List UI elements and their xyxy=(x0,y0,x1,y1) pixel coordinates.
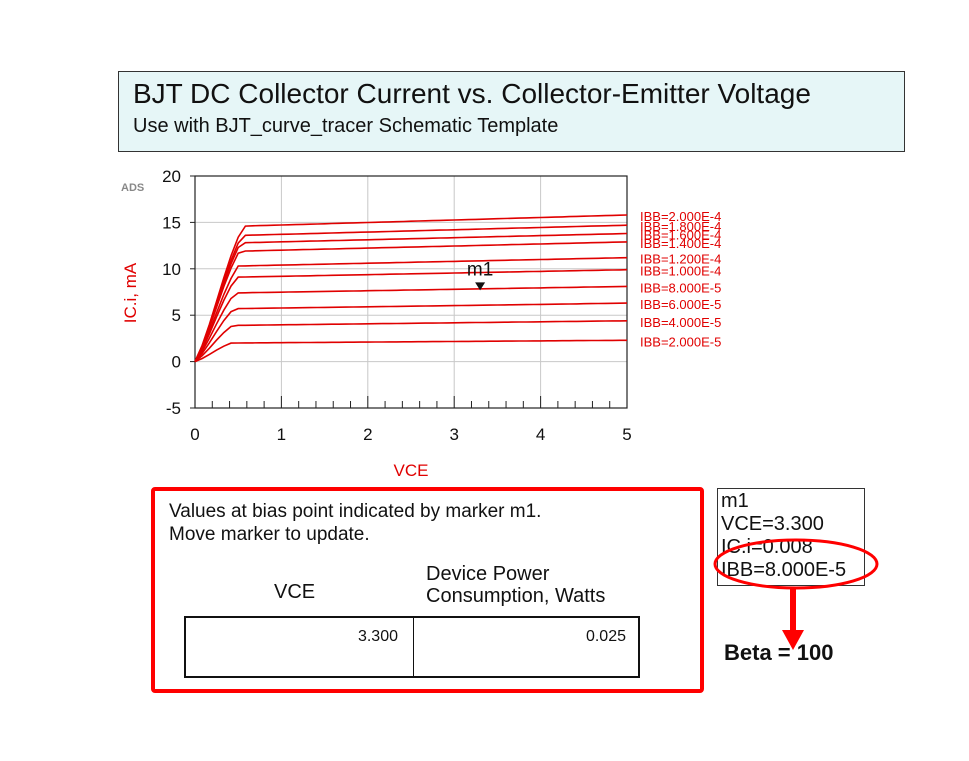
marker-readout-box[interactable]: m1 VCE=3.300 IC.i=0.008 IBB=8.000E-5 xyxy=(717,488,865,586)
y-tick-label: 0 xyxy=(172,353,181,372)
curve-IBB=2.000E-5 xyxy=(194,339,627,363)
series-label: IBB=6.000E-5 xyxy=(640,297,721,312)
vce-column-header: VCE xyxy=(274,581,316,603)
power-value-cell: 0.025 xyxy=(585,628,626,645)
y-tick-label: 20 xyxy=(162,167,181,186)
x-tick-label: 2 xyxy=(363,425,372,444)
panel-instruction-line1: Values at bias point indicated by marker… xyxy=(169,501,542,522)
title-box: BJT DC Collector Current vs. Collector-E… xyxy=(118,71,905,152)
series-label: IBB=8.000E-5 xyxy=(640,280,721,295)
curve-IBB=1.200E-4 xyxy=(194,256,628,362)
curve-IBB=4.000E-5 xyxy=(194,320,628,363)
x-tick-label: 0 xyxy=(190,425,199,444)
curve-IBB=1.600E-4 xyxy=(194,232,628,362)
y-tick-label: -5 xyxy=(166,399,181,418)
curve-IBB=1.000E-4 xyxy=(194,268,628,363)
panel-instruction-line2: Move marker to update. xyxy=(169,524,370,545)
y-axis-label: IC.i, mA xyxy=(121,262,140,323)
x-axis-label: VCE xyxy=(394,461,429,480)
iv-curve-plot[interactable]: 0 1 2 3 4 5 -5 0 5 10 15 20 ADS VCE IC.i, mA IBB=2.000E… xyxy=(0,0,969,480)
marker-m1-label: m1 xyxy=(467,259,493,280)
readout-marker-name: m1 xyxy=(721,490,749,512)
plot-frame xyxy=(194,175,628,409)
beta-annotation: Beta = 100 xyxy=(724,640,834,665)
series-label: IBB=1.400E-4 xyxy=(640,236,721,251)
ads-watermark: ADS xyxy=(121,182,144,194)
bias-values-table: 3.300 0.025 xyxy=(184,616,640,678)
x-tick-label: 3 xyxy=(449,425,458,444)
readout-ibb: IBB=8.000E-5 xyxy=(721,559,847,581)
power-column-header-line2: Consumption, Watts xyxy=(426,585,606,607)
page-title: BJT DC Collector Current vs. Collector-E… xyxy=(133,78,811,109)
readout-vce: VCE=3.300 xyxy=(721,513,824,535)
power-column-header-line1: Device Power xyxy=(426,563,550,585)
x-tick-label: 5 xyxy=(622,425,631,444)
curve-IBB=6.000E-5 xyxy=(194,302,628,363)
vce-value-cell: 3.300 xyxy=(357,628,398,645)
readout-ic: IC.i=0.008 xyxy=(721,536,813,558)
bias-point-panel: Values at bias point indicated by marker… xyxy=(151,487,704,693)
curve-IBB=1.400E-4 xyxy=(194,241,628,362)
series-label: IBB=2.000E-4 xyxy=(640,209,721,224)
table-divider xyxy=(413,618,414,676)
x-tick-label: 1 xyxy=(277,425,286,444)
curve-IBB=1.800E-4 xyxy=(194,224,628,362)
y-tick-label: 10 xyxy=(162,260,181,279)
series-label: IBB=1.000E-4 xyxy=(640,264,721,279)
curve-IBB=2.000E-4 xyxy=(194,214,628,362)
y-tick-label: 15 xyxy=(162,213,181,232)
marker-m1-icon xyxy=(475,282,486,291)
y-tick-label: 5 xyxy=(172,306,181,325)
series-label: IBB=2.000E-5 xyxy=(640,334,721,349)
series-label: IBB=1.200E-4 xyxy=(640,252,721,267)
series-label: IBB=4.000E-5 xyxy=(640,315,721,330)
series-label: IBB=1.600E-4 xyxy=(640,228,721,243)
x-tick-label: 4 xyxy=(536,425,545,444)
curve-IBB=8.000E-5 xyxy=(194,285,628,363)
series-label: IBB=1.800E-4 xyxy=(640,219,721,234)
page-subtitle: Use with BJT_curve_tracer Schematic Temp… xyxy=(133,115,559,137)
